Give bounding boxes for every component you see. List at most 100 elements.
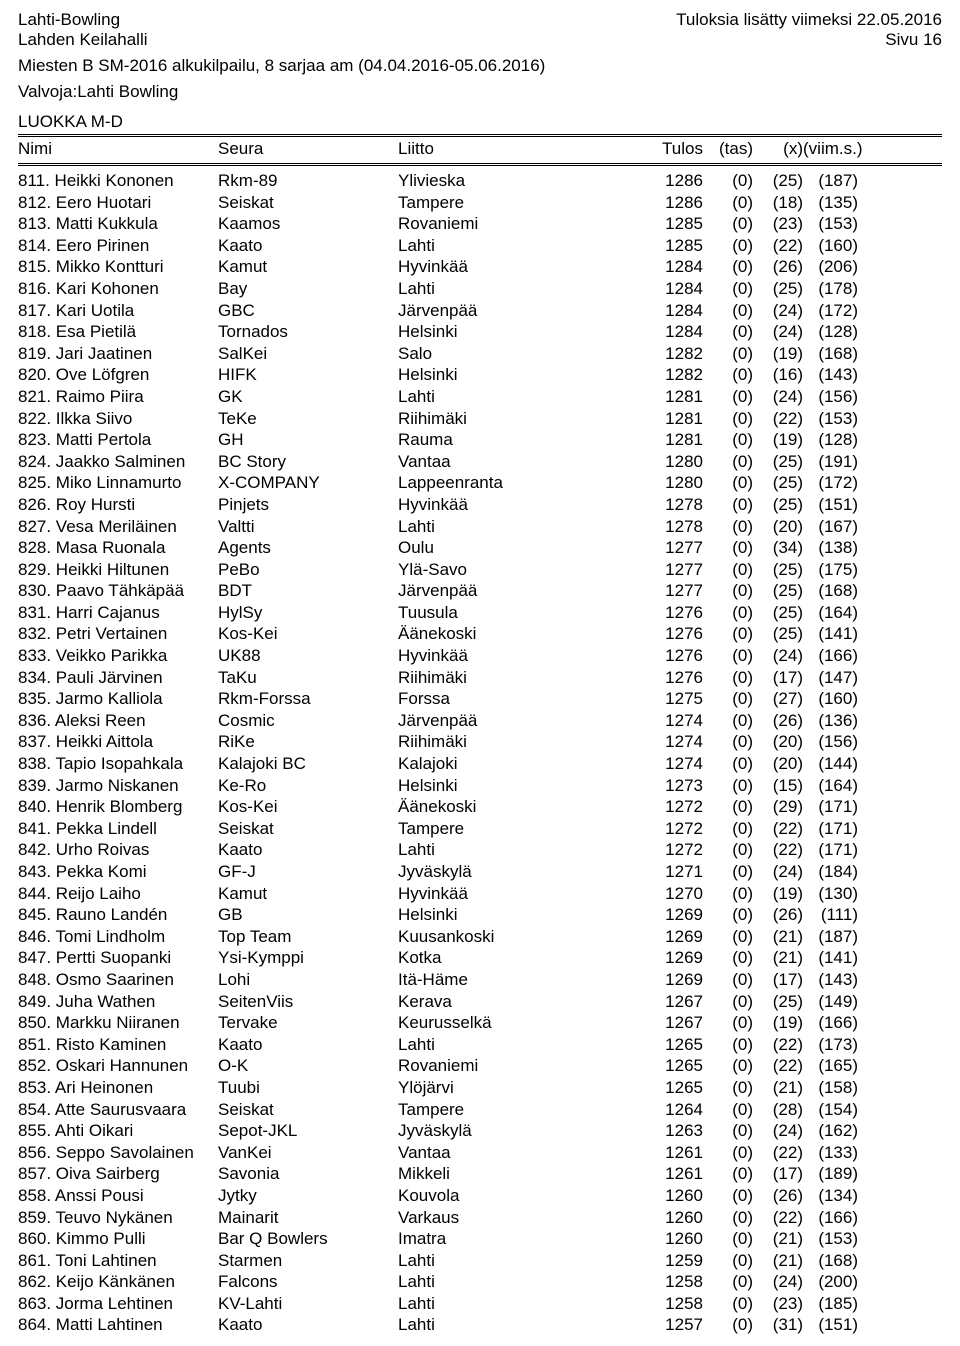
cell-tas: (0) bbox=[703, 904, 753, 926]
cell-tulos: 1276 bbox=[633, 667, 703, 689]
cell-liitto: Lahti bbox=[398, 1293, 633, 1315]
cell-tas: (0) bbox=[703, 1034, 753, 1056]
cell-viim: (171) bbox=[803, 796, 858, 818]
cell-club: Pinjets bbox=[218, 494, 398, 516]
cell-name: 847. Pertti Suopanki bbox=[18, 947, 218, 969]
cell-tas: (0) bbox=[703, 537, 753, 559]
cell-club: GK bbox=[218, 386, 398, 408]
cell-tulos: 1272 bbox=[633, 839, 703, 861]
cell-liitto: Oulu bbox=[398, 537, 633, 559]
table-row: 827. Vesa MeriläinenValttiLahti1278(0)(2… bbox=[18, 516, 942, 538]
cell-tas: (0) bbox=[703, 1055, 753, 1077]
cell-tulos: 1284 bbox=[633, 300, 703, 322]
cell-tulos: 1259 bbox=[633, 1250, 703, 1272]
cell-viim: (166) bbox=[803, 1207, 858, 1229]
cell-x: (18) bbox=[753, 192, 803, 214]
cell-tulos: 1257 bbox=[633, 1314, 703, 1336]
cell-x: (25) bbox=[753, 278, 803, 300]
cell-tas: (0) bbox=[703, 991, 753, 1013]
cell-tas: (0) bbox=[703, 1271, 753, 1293]
table-row: 821. Raimo PiiraGKLahti1281(0)(24)(156) bbox=[18, 386, 942, 408]
cell-tas: (0) bbox=[703, 1185, 753, 1207]
table-row: 819. Jari JaatinenSalKeiSalo1282(0)(19)(… bbox=[18, 343, 942, 365]
col-header-x: (x) bbox=[753, 139, 803, 159]
cell-tas: (0) bbox=[703, 796, 753, 818]
cell-viim: (143) bbox=[803, 364, 858, 386]
table-row: 811. Heikki KononenRkm-89Ylivieska1286(0… bbox=[18, 170, 942, 192]
cell-tas: (0) bbox=[703, 1120, 753, 1142]
cell-club: Kaato bbox=[218, 1314, 398, 1336]
cell-name: 854. Atte Saurusvaara bbox=[18, 1099, 218, 1121]
cell-x: (22) bbox=[753, 818, 803, 840]
cell-liitto: Riihimäki bbox=[398, 667, 633, 689]
cell-tas: (0) bbox=[703, 731, 753, 753]
cell-liitto: Jyväskylä bbox=[398, 1120, 633, 1142]
cell-liitto: Varkaus bbox=[398, 1207, 633, 1229]
cell-tas: (0) bbox=[703, 256, 753, 278]
cell-name: 840. Henrik Blomberg bbox=[18, 796, 218, 818]
cell-tulos: 1278 bbox=[633, 494, 703, 516]
cell-viim: (160) bbox=[803, 688, 858, 710]
cell-liitto: Helsinki bbox=[398, 904, 633, 926]
table-row: 859. Teuvo NykänenMainaritVarkaus1260(0)… bbox=[18, 1207, 942, 1229]
cell-name: 828. Masa Ruonala bbox=[18, 537, 218, 559]
cell-club: Falcons bbox=[218, 1271, 398, 1293]
cell-x: (26) bbox=[753, 1185, 803, 1207]
cell-x: (29) bbox=[753, 796, 803, 818]
cell-club: Rkm-Forssa bbox=[218, 688, 398, 710]
cell-tas: (0) bbox=[703, 559, 753, 581]
cell-tas: (0) bbox=[703, 408, 753, 430]
cell-name: 841. Pekka Lindell bbox=[18, 818, 218, 840]
cell-name: 861. Toni Lahtinen bbox=[18, 1250, 218, 1272]
cell-tas: (0) bbox=[703, 516, 753, 538]
cell-club: Agents bbox=[218, 537, 398, 559]
cell-x: (25) bbox=[753, 494, 803, 516]
cell-name: 825. Miko Linnamurto bbox=[18, 472, 218, 494]
cell-name: 812. Eero Huotari bbox=[18, 192, 218, 214]
cell-name: 860. Kimmo Pulli bbox=[18, 1228, 218, 1250]
cell-tas: (0) bbox=[703, 688, 753, 710]
cell-tas: (0) bbox=[703, 300, 753, 322]
cell-club: Tervake bbox=[218, 1012, 398, 1034]
cell-liitto: Lahti bbox=[398, 278, 633, 300]
cell-club: Tuubi bbox=[218, 1077, 398, 1099]
cell-club: GH bbox=[218, 429, 398, 451]
cell-tulos: 1269 bbox=[633, 947, 703, 969]
cell-tulos: 1274 bbox=[633, 710, 703, 732]
cell-tulos: 1286 bbox=[633, 192, 703, 214]
cell-tulos: 1265 bbox=[633, 1055, 703, 1077]
cell-tas: (0) bbox=[703, 1314, 753, 1336]
cell-viim: (128) bbox=[803, 321, 858, 343]
cell-x: (22) bbox=[753, 408, 803, 430]
table-row: 860. Kimmo PulliBar Q BowlersImatra1260(… bbox=[18, 1228, 942, 1250]
cell-name: 822. Ilkka Siivo bbox=[18, 408, 218, 430]
cell-name: 862. Keijo Känkänen bbox=[18, 1271, 218, 1293]
table-row: 840. Henrik BlombergKos-KeiÄänekoski1272… bbox=[18, 796, 942, 818]
table-row: 845. Rauno LandénGBHelsinki1269(0)(26)(1… bbox=[18, 904, 942, 926]
cell-tas: (0) bbox=[703, 969, 753, 991]
cell-name: 814. Eero Pirinen bbox=[18, 235, 218, 257]
cell-viim: (156) bbox=[803, 386, 858, 408]
cell-x: (22) bbox=[753, 1142, 803, 1164]
table-row: 861. Toni LahtinenStarmenLahti1259(0)(21… bbox=[18, 1250, 942, 1272]
cell-club: Kaato bbox=[218, 839, 398, 861]
cell-club: Kalajoki BC bbox=[218, 753, 398, 775]
cell-tulos: 1285 bbox=[633, 235, 703, 257]
cell-tulos: 1280 bbox=[633, 472, 703, 494]
cell-viim: (206) bbox=[803, 256, 858, 278]
cell-liitto: Salo bbox=[398, 343, 633, 365]
cell-viim: (172) bbox=[803, 300, 858, 322]
cell-x: (20) bbox=[753, 731, 803, 753]
cell-club: Top Team bbox=[218, 926, 398, 948]
table-row: 838. Tapio IsopahkalaKalajoki BCKalajoki… bbox=[18, 753, 942, 775]
cell-tulos: 1264 bbox=[633, 1099, 703, 1121]
table-row: 857. Oiva SairbergSavoniaMikkeli1261(0)(… bbox=[18, 1163, 942, 1185]
cell-viim: (134) bbox=[803, 1185, 858, 1207]
cell-tulos: 1269 bbox=[633, 926, 703, 948]
table-row: 825. Miko LinnamurtoX-COMPANYLappeenrant… bbox=[18, 472, 942, 494]
table-row: 852. Oskari HannunenO-KRovaniemi1265(0)(… bbox=[18, 1055, 942, 1077]
cell-liitto: Lahti bbox=[398, 1314, 633, 1336]
cell-liitto: Tampere bbox=[398, 192, 633, 214]
cell-x: (24) bbox=[753, 1271, 803, 1293]
cell-liitto: Jyväskylä bbox=[398, 861, 633, 883]
